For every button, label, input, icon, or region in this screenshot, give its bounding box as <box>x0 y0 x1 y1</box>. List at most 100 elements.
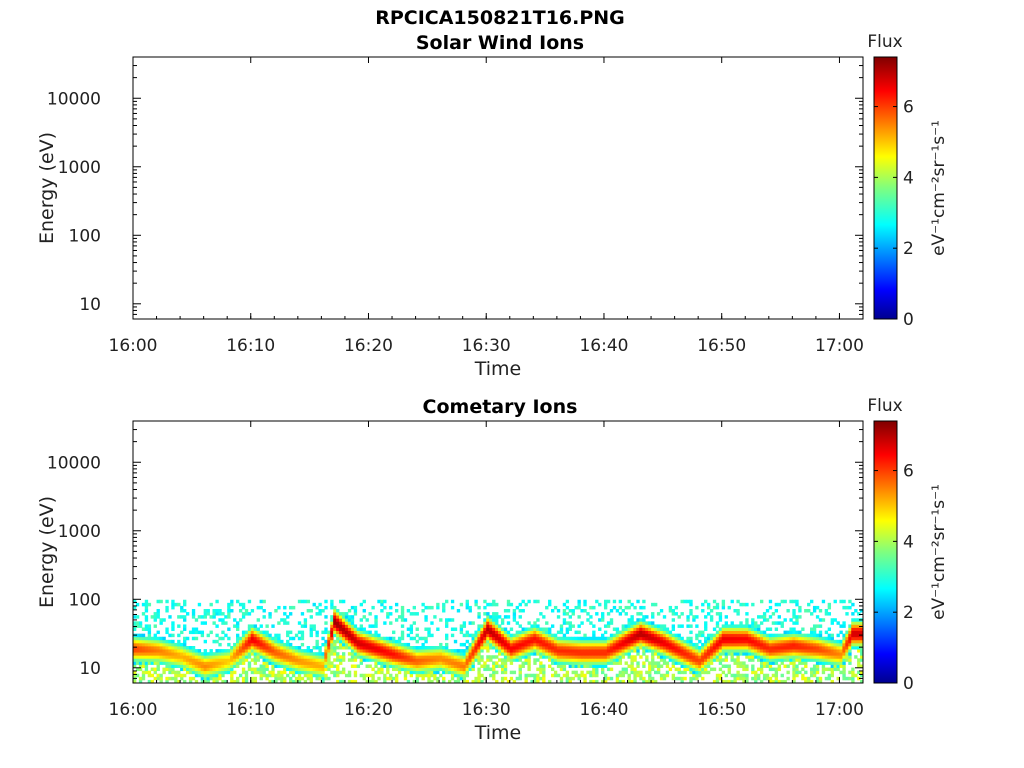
heatmap-cell <box>439 655 443 659</box>
heatmap-cell <box>509 670 514 675</box>
heatmap-cell <box>259 676 263 681</box>
heatmap-cell <box>627 621 631 625</box>
heatmap-cell <box>309 670 313 675</box>
heatmap-cell <box>474 658 478 662</box>
heatmap-cell <box>339 636 343 641</box>
heatmap-cell <box>353 630 358 635</box>
heatmap-cell <box>639 639 643 644</box>
heatmap-cell <box>854 633 858 638</box>
heatmap-cell <box>436 605 440 610</box>
heatmap-cell <box>686 599 690 604</box>
heatmap-cell <box>677 646 681 650</box>
heatmap-cell <box>353 646 358 650</box>
heatmap-cell <box>804 642 808 647</box>
heatmap-cell <box>539 630 543 635</box>
heatmap-cell <box>277 642 281 647</box>
heatmap-cell <box>860 658 863 662</box>
heatmap-cell <box>715 658 720 662</box>
heatmap-cell <box>739 627 743 631</box>
heatmap-cell <box>568 655 572 659</box>
heatmap-cell <box>530 627 534 631</box>
heatmap-cell <box>191 658 196 662</box>
heatmap-cell <box>571 612 575 616</box>
heatmap-cell <box>689 679 693 683</box>
heatmap-cell <box>333 605 337 610</box>
heatmap-cell <box>236 642 240 647</box>
heatmap-cell <box>798 642 802 647</box>
heatmap-cell <box>801 639 805 644</box>
heatmap-cell <box>792 621 796 625</box>
heatmap-cell <box>801 633 805 638</box>
heatmap-cell <box>324 599 328 604</box>
heatmap-cell <box>439 646 443 650</box>
heatmap-cell <box>515 676 519 681</box>
heatmap-cell <box>821 667 826 672</box>
heatmap-cell <box>686 636 690 641</box>
heatmap-cell <box>559 667 564 672</box>
heatmap-cell <box>818 633 823 638</box>
heatmap-cell <box>648 679 652 683</box>
heatmap-cell <box>500 627 505 631</box>
heatmap-cell <box>277 636 281 641</box>
heatmap-cell <box>624 612 628 616</box>
heatmap-cell <box>727 636 731 641</box>
heatmap-cell <box>409 636 414 641</box>
heatmap-cell <box>256 667 260 672</box>
heatmap-cell <box>565 655 570 659</box>
heatmap-cell <box>156 664 160 668</box>
heatmap-cell <box>400 615 405 619</box>
heatmap-cell <box>500 639 505 644</box>
heatmap-cell <box>639 624 643 628</box>
heatmap-cell <box>642 646 646 650</box>
heatmap-cell <box>574 605 578 610</box>
heatmap-cell <box>150 652 154 656</box>
heatmap-cell <box>174 646 178 650</box>
heatmap-cell <box>777 642 781 647</box>
heatmap-cell <box>701 642 705 647</box>
heatmap-cell <box>780 621 784 625</box>
heatmap-cell <box>392 649 396 653</box>
heatmap-cell <box>371 655 375 659</box>
heatmap-cell <box>556 609 561 613</box>
heatmap-cell <box>133 658 137 662</box>
heatmap-cell <box>445 642 449 647</box>
heatmap-cell <box>736 627 740 631</box>
heatmap-cell <box>857 612 861 616</box>
heatmap-cell <box>754 636 758 641</box>
heatmap-cell <box>827 612 832 616</box>
heatmap-cell <box>397 670 402 675</box>
heatmap-cell <box>774 667 779 672</box>
heatmap-cell <box>771 652 776 656</box>
heatmap-cell <box>224 621 228 625</box>
heatmap-cell <box>860 609 863 613</box>
heatmap-cell <box>627 655 631 659</box>
heatmap-cell <box>542 673 546 678</box>
heatmap-cell <box>138 624 143 628</box>
heatmap-cell <box>548 646 552 650</box>
heatmap-cell <box>498 633 502 638</box>
heatmap-cell <box>397 642 402 647</box>
heatmap-cell <box>194 658 199 662</box>
heatmap-cell <box>721 642 726 647</box>
heatmap-cell <box>144 649 149 653</box>
heatmap-cell <box>392 646 396 650</box>
heatmap-cell <box>274 633 278 638</box>
heatmap-cell <box>153 624 157 628</box>
heatmap-cell <box>392 664 396 668</box>
heatmap-cell <box>374 615 378 619</box>
heatmap-cell <box>268 679 272 683</box>
heatmap-cell <box>624 670 628 675</box>
heatmap-cell <box>662 652 667 656</box>
heatmap-cell <box>153 636 157 641</box>
heatmap-cell <box>765 655 770 659</box>
heatmap-cell <box>824 636 829 641</box>
heatmap-cell <box>318 673 322 678</box>
heatmap-cell <box>495 670 499 675</box>
heatmap-cell <box>804 658 808 662</box>
heatmap-cell <box>409 655 414 659</box>
heatmap-cell <box>183 615 187 619</box>
heatmap-cell <box>668 646 673 650</box>
heatmap-cell <box>762 646 767 650</box>
heatmap-cell <box>415 673 419 678</box>
